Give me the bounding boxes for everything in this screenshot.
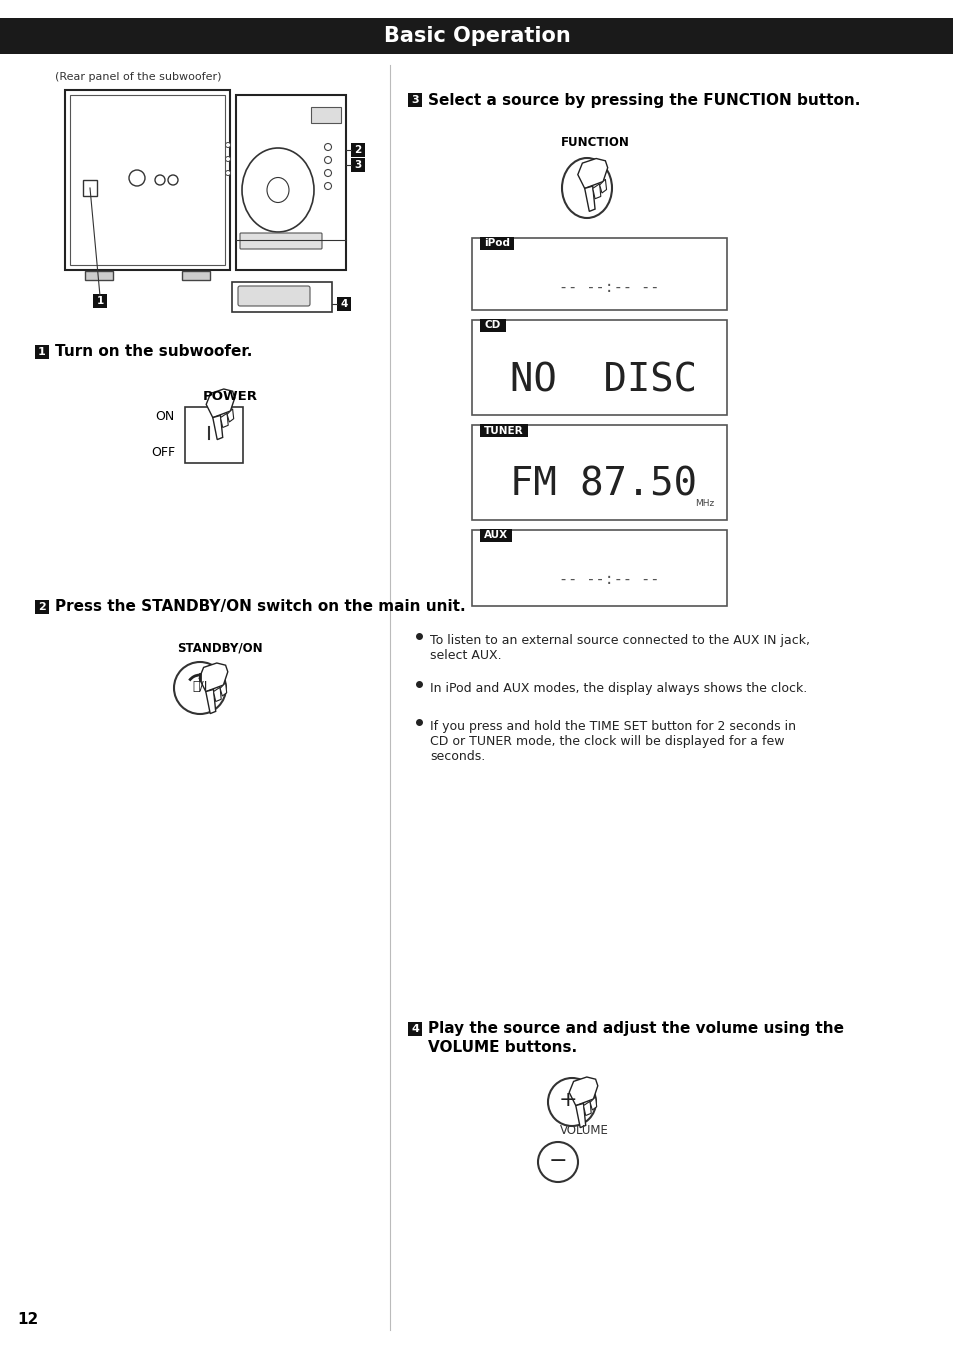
Polygon shape (584, 186, 595, 212)
Text: 2: 2 (354, 144, 361, 155)
Text: In iPod and AUX modes, the display always shows the clock.: In iPod and AUX modes, the display alway… (430, 683, 806, 695)
Polygon shape (227, 409, 233, 422)
Polygon shape (583, 1101, 591, 1116)
Text: +: + (558, 1090, 577, 1110)
Bar (351, 143, 365, 156)
FancyBboxPatch shape (237, 286, 310, 306)
Text: ON: ON (155, 410, 174, 424)
Bar (232, 282, 332, 312)
Ellipse shape (242, 148, 314, 232)
Polygon shape (569, 1077, 598, 1106)
Bar (408, 1023, 421, 1036)
Text: Press the STANDBY/ON switch on the main unit.: Press the STANDBY/ON switch on the main … (55, 599, 465, 615)
Text: FM 87.50: FM 87.50 (510, 465, 697, 505)
Bar (479, 237, 514, 250)
Text: 1: 1 (96, 295, 104, 306)
Circle shape (168, 175, 178, 185)
Bar (472, 530, 726, 606)
Text: 4: 4 (340, 299, 347, 309)
Bar (35, 600, 49, 614)
Text: FUNCTION: FUNCTION (560, 136, 629, 150)
Polygon shape (213, 415, 222, 440)
Text: AUX: AUX (483, 530, 508, 541)
Bar (0, 18, 953, 54)
Text: (Rear panel of the subwoofer): (Rear panel of the subwoofer) (55, 71, 221, 82)
Text: TUNER: TUNER (484, 425, 523, 436)
Circle shape (324, 156, 331, 163)
Circle shape (173, 662, 226, 714)
Text: Basic Operation: Basic Operation (383, 26, 570, 46)
Polygon shape (206, 689, 215, 714)
Bar (185, 407, 243, 463)
Text: If you press and hold the TIME SET button for 2 seconds in
CD or TUNER mode, the: If you press and hold the TIME SET butto… (430, 720, 795, 764)
Polygon shape (578, 158, 607, 189)
Circle shape (225, 156, 231, 162)
Text: VOLUME buttons.: VOLUME buttons. (428, 1040, 577, 1055)
Bar (472, 237, 726, 310)
Text: MHz: MHz (695, 499, 714, 507)
Polygon shape (206, 389, 234, 418)
Circle shape (547, 1078, 596, 1126)
Ellipse shape (267, 178, 289, 202)
Bar (311, 107, 340, 123)
Polygon shape (213, 687, 221, 701)
Text: 4: 4 (411, 1024, 418, 1033)
Text: 12: 12 (17, 1313, 38, 1327)
Text: STANDBY/ON: STANDBY/ON (177, 642, 262, 654)
Polygon shape (592, 183, 600, 198)
Polygon shape (220, 413, 228, 428)
Bar (351, 158, 365, 173)
FancyBboxPatch shape (240, 233, 322, 250)
Bar (70, 94, 225, 264)
Circle shape (324, 143, 331, 151)
Ellipse shape (561, 158, 612, 219)
Text: To listen to an external source connected to the AUX IN jack,
select AUX.: To listen to an external source connecte… (430, 634, 809, 662)
Polygon shape (599, 179, 606, 193)
Circle shape (537, 1143, 578, 1182)
Circle shape (324, 170, 331, 177)
Text: ⏻/I: ⏻/I (193, 680, 208, 692)
Circle shape (225, 170, 231, 175)
Text: NO  DISC: NO DISC (510, 362, 697, 399)
Bar (65, 90, 230, 270)
Bar (35, 345, 49, 359)
Polygon shape (199, 662, 228, 692)
Text: 3: 3 (411, 94, 418, 105)
Bar (336, 297, 351, 312)
Ellipse shape (129, 170, 145, 186)
Text: POWER: POWER (202, 390, 257, 403)
Polygon shape (576, 1103, 585, 1128)
Text: Play the source and adjust the volume using the: Play the source and adjust the volume us… (428, 1021, 843, 1036)
Text: 2: 2 (38, 602, 46, 612)
Polygon shape (220, 683, 227, 696)
Bar (479, 529, 512, 542)
Polygon shape (590, 1097, 596, 1110)
Bar (85, 271, 112, 281)
Bar (83, 179, 97, 196)
Text: -- --:-- --: -- --:-- -- (558, 281, 659, 295)
Bar (472, 320, 726, 415)
Circle shape (225, 143, 231, 147)
Text: Turn on the subwoofer.: Turn on the subwoofer. (55, 344, 253, 359)
Bar (235, 94, 346, 270)
Text: Select a source by pressing the FUNCTION button.: Select a source by pressing the FUNCTION… (428, 93, 860, 108)
Text: −: − (548, 1151, 567, 1171)
Text: VOLUME: VOLUME (559, 1124, 608, 1136)
Bar (479, 424, 527, 437)
Circle shape (324, 182, 331, 189)
Bar (408, 93, 421, 107)
Text: iPod: iPod (483, 239, 510, 248)
Bar (479, 318, 505, 332)
Bar (472, 425, 726, 519)
Bar (182, 271, 210, 281)
Text: 1: 1 (38, 347, 46, 357)
Bar (92, 294, 107, 308)
Text: CD: CD (484, 321, 500, 331)
Text: 3: 3 (354, 161, 361, 170)
Text: -- --:-- --: -- --:-- -- (558, 572, 659, 588)
Circle shape (154, 175, 165, 185)
Text: OFF: OFF (151, 447, 174, 460)
